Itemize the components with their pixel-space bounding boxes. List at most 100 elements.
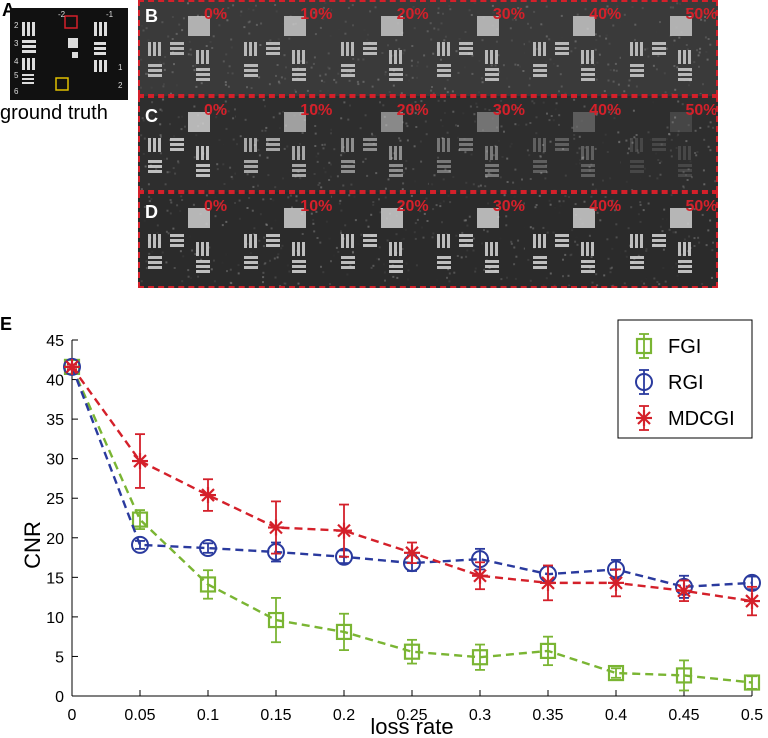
strip-b-tile: 30% — [429, 2, 527, 94]
series-line — [70, 366, 753, 589]
legend-marker — [636, 410, 652, 426]
error-bar — [203, 542, 213, 554]
data-point — [608, 574, 624, 591]
loss-percent-label: 50% — [685, 6, 718, 23]
strip-c-tile: 0% — [140, 98, 238, 190]
x-tick-label: 0 — [68, 707, 77, 724]
error-bar — [611, 667, 621, 679]
loss-percent-label: 40% — [589, 6, 622, 23]
loss-percent-label: 20% — [396, 198, 429, 215]
loss-percent-label: 20% — [396, 102, 429, 119]
strip-b-tile: 50% — [622, 2, 718, 94]
data-point — [267, 611, 285, 629]
error-bar — [679, 659, 689, 692]
y-tick-label: 15 — [46, 570, 64, 587]
data-point — [199, 539, 217, 558]
gt-tick-label: -1 — [106, 10, 114, 19]
y-tick-label: 10 — [46, 610, 64, 627]
resolution-pattern — [140, 98, 238, 190]
resolution-pattern — [624, 100, 716, 190]
loss-percent-label: 30% — [492, 198, 525, 215]
strip-d-tile: 40% — [525, 194, 624, 286]
data-point — [539, 642, 557, 660]
strip-d-tile: 50% — [622, 194, 716, 286]
cnr-chart: 0 5 10 15 20 25 30 35 40 45 0 0.05 0.1 0.15 0.2 0.25 0.3… — [20, 319, 763, 738]
data-point — [540, 574, 556, 591]
error-bar — [271, 597, 281, 644]
legend-marker — [635, 337, 653, 355]
error-bar — [203, 569, 213, 600]
x-tick-label: 0.1 — [197, 707, 219, 724]
resolution-pattern — [332, 100, 430, 190]
data-point — [607, 664, 625, 682]
resolution-pattern — [236, 99, 333, 189]
error-bar — [135, 540, 145, 550]
series-fgi — [63, 358, 761, 692]
chart-legend: FGI RGI MDCGI — [617, 319, 753, 439]
y-tick-label: 5 — [55, 649, 64, 666]
resolution-pattern — [527, 194, 624, 286]
gt-tick-label: 4 — [14, 57, 19, 66]
strip-b-tile: 0% — [140, 2, 236, 94]
data-point — [131, 511, 149, 528]
resolution-pattern — [431, 194, 526, 286]
y-tick-label: 40 — [46, 373, 64, 390]
data-point — [675, 667, 693, 684]
loss-percent-label: 0% — [204, 6, 228, 23]
x-axis-label: loss rate — [370, 714, 453, 738]
data-point — [132, 453, 148, 470]
strip-b-tile: 20% — [332, 2, 431, 94]
y-tick-label: 20 — [46, 531, 64, 548]
legend-item-mdcgi: MDCGI — [636, 405, 735, 431]
loss-percent-label: 0% — [204, 102, 228, 119]
error-bar — [747, 675, 757, 690]
ground-truth-image: -2 -1 2 3 4 5 6 1 2 — [10, 8, 128, 100]
data-point — [743, 674, 761, 691]
y-tick-label: 30 — [46, 452, 64, 469]
data-point — [268, 519, 284, 536]
resolution-pattern — [237, 194, 334, 286]
reconstruction-strip-d: 0% 10% 20% 30% 40% 50% — [138, 192, 718, 288]
data-point — [335, 623, 353, 641]
resolution-pattern — [140, 194, 237, 286]
legend-label: MDCGI — [668, 408, 735, 430]
data-point — [199, 576, 217, 593]
legend-label: FGI — [668, 336, 701, 358]
legend-marker — [635, 373, 653, 391]
x-tick-label: 0.15 — [260, 707, 291, 724]
loss-percent-label: 40% — [589, 102, 622, 119]
x-tick-label: 0.3 — [469, 707, 491, 724]
gt-tick-label: 5 — [14, 71, 19, 80]
strip-b-tile: 10% — [236, 2, 334, 94]
x-tick-label: 0.5 — [741, 707, 763, 724]
data-point — [676, 582, 692, 599]
x-tick-label: 0.4 — [605, 707, 627, 724]
panel-d-letter: D — [145, 202, 158, 222]
data-point — [131, 535, 149, 554]
resolution-pattern — [140, 2, 235, 94]
gt-tick-label: 3 — [14, 39, 19, 48]
strip-d-tile: 10% — [236, 194, 334, 286]
resolution-pattern — [430, 99, 523, 188]
strip-c-tile: 30% — [429, 98, 525, 190]
legend-item-fgi: FGI — [635, 333, 701, 359]
chart-series — [63, 357, 761, 692]
gt-tick-label: 2 — [118, 81, 123, 90]
loss-percent-label: 40% — [589, 198, 622, 215]
panel-b-letter: B — [145, 6, 158, 26]
loss-percent-label: 10% — [300, 102, 333, 119]
y-tick-label: 45 — [46, 333, 64, 350]
y-axis-label: CNR — [20, 521, 45, 569]
loss-percent-label: 0% — [204, 198, 228, 215]
error-bar — [543, 635, 553, 667]
gt-tick-label: 2 — [14, 21, 19, 30]
x-tick-label: 0.35 — [532, 707, 563, 724]
loss-percent-label: 10% — [300, 198, 333, 215]
legend-item-rgi: RGI — [635, 369, 704, 395]
chart-axes: 0 5 10 15 20 25 30 35 40 45 0 0.05 0.1 0.15 0.2 0.25 0.3… — [46, 333, 763, 724]
strip-d-tile: 0% — [140, 194, 237, 286]
y-tick-label: 35 — [46, 412, 64, 429]
gt-tick-label: 1 — [118, 63, 123, 72]
loss-percent-label: 20% — [396, 6, 429, 23]
reconstruction-strip-c: 0% 10% 20% 30% 40% 50% — [138, 96, 718, 192]
